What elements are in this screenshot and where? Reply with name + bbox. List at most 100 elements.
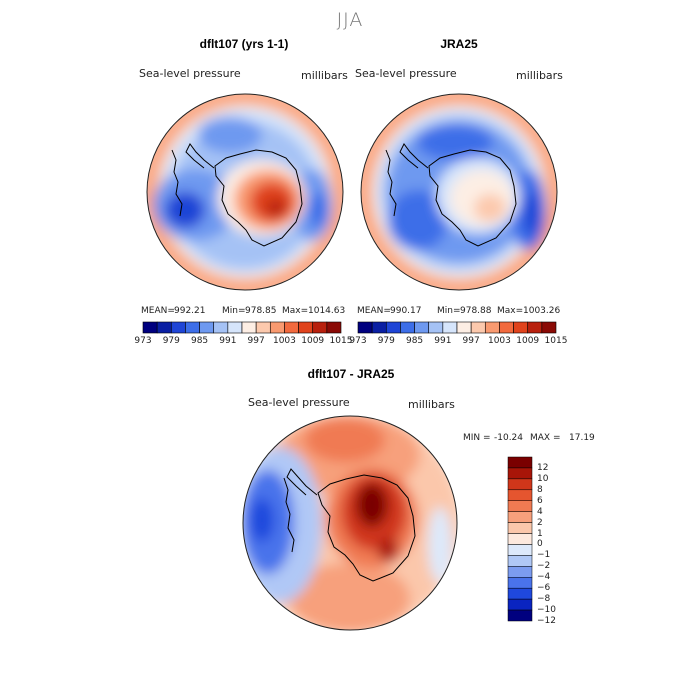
colorbar-tick-label: 1009: [301, 336, 325, 346]
colorbar-swatch: [185, 321, 200, 334]
colorbar-swatch: [527, 321, 543, 334]
colorbar-swatch: [284, 321, 299, 334]
colorbar-swatch: [371, 321, 387, 334]
colorbar-tick-label: −6: [537, 583, 551, 594]
units-label-difference: millibars: [408, 398, 455, 411]
colorbar-swatch: [507, 544, 533, 556]
field-low-north: [417, 124, 493, 160]
colorbar-tick-label: 991: [434, 336, 452, 346]
colorbar-swatch: [507, 598, 533, 611]
colorbar-swatch: [170, 321, 186, 334]
colorbar-tick-label: −1: [537, 550, 551, 561]
min-label: Min=: [222, 306, 246, 316]
colorbar-tick-label: −2: [537, 561, 551, 572]
colorbar-swatch: [507, 566, 533, 578]
field-north-pos-core: [305, 418, 385, 462]
field-continent-max: [356, 483, 388, 527]
antarctica-coastline: [428, 149, 517, 247]
field-high-max: [266, 199, 286, 217]
south-america-coast: [385, 149, 397, 217]
field-low-west: [388, 190, 448, 250]
colorbar-tick-label: −8: [537, 594, 551, 605]
colorbar-swatch: [442, 321, 458, 334]
colorbar-tick-label: −10: [537, 605, 556, 616]
colorbar-tick-label: 979: [377, 336, 395, 346]
colorbar-tick-label: 985: [190, 336, 209, 346]
min-label: MIN =: [463, 433, 491, 443]
colorbar-swatch: [357, 321, 373, 334]
colorbar-tick-label: −4: [537, 572, 551, 583]
colorbar-swatch: [199, 321, 215, 334]
colorbar-swatch: [507, 467, 533, 480]
south-america-coast: [283, 477, 295, 553]
map-panel-jra25: [360, 93, 558, 291]
colorbar-jra25: [357, 321, 557, 334]
mean-value: 990.17: [390, 306, 422, 316]
figure-title: JJA: [336, 9, 364, 31]
colorbar-tick-label: 1: [537, 528, 543, 539]
colorbar-tick-label: −12: [537, 616, 556, 626]
colorbar-swatch: [156, 321, 172, 334]
colorbar-swatch: [507, 609, 533, 622]
colorbar-swatch: [456, 321, 472, 334]
field-continent-max-2: [378, 538, 398, 562]
field-west-neg-core: [250, 498, 274, 542]
colorbar-tick-label: 1003: [272, 336, 296, 346]
antarctica-coastline: [317, 474, 416, 582]
colorbar-tick-label: 1009: [516, 336, 540, 346]
min-value: 978.85: [245, 306, 277, 316]
colorbar-tick-label: 6: [537, 495, 543, 506]
colorbar-tick-label: 997: [247, 336, 265, 346]
colorbar-swatch: [470, 321, 486, 334]
map-panel-difference: [242, 415, 458, 631]
colorbar-swatch: [241, 321, 257, 334]
field-low-east-core: [524, 192, 540, 236]
colorbar-swatch: [142, 321, 158, 334]
max-label: Max=: [282, 306, 309, 316]
field-label-difference: Sea-level pressure: [248, 396, 350, 409]
colorbar-swatch: [513, 321, 529, 334]
panel-title-difference: dflt107 - JRA25: [307, 367, 395, 381]
units-label-dflt107: millibars: [301, 69, 348, 82]
antarctic-peninsula: [185, 143, 215, 169]
colorbar-tick-label: 2: [537, 517, 543, 528]
field-low-west-core: [165, 192, 205, 228]
colorbar-tick-label: 8: [537, 484, 543, 495]
field-label-dflt107: Sea-level pressure: [139, 67, 241, 80]
colorbar-tick-label: 12: [537, 462, 549, 473]
south-america-coast: [171, 149, 183, 217]
antarctica-coastline: [214, 149, 303, 247]
min-value: 978.88: [460, 306, 492, 316]
map-border: [242, 415, 458, 631]
colorbar-tick-label: 997: [462, 336, 480, 346]
map-border: [360, 93, 558, 291]
colorbar-tick-label: 985: [405, 336, 424, 346]
field-label-jra25: Sea-level pressure: [355, 67, 457, 80]
colorbar-tick-label: 4: [537, 506, 543, 517]
colorbar-tick-label: 979: [162, 336, 180, 346]
colorbar-swatch: [414, 321, 430, 334]
colorbar-swatch: [507, 555, 533, 567]
antarctic-peninsula: [286, 468, 318, 496]
field-south-pos: [290, 563, 410, 630]
colorbar-swatch: [326, 321, 342, 334]
colorbar-difference: [507, 456, 533, 622]
colorbar-tick-label: 973: [349, 336, 367, 346]
mean-value: 992.21: [174, 306, 206, 316]
colorbar-swatch: [507, 533, 533, 545]
colorbar-swatch: [298, 321, 314, 334]
panel-title-dflt107: dflt107 (yrs 1-1): [199, 37, 289, 51]
map-border: [146, 93, 344, 291]
colorbar-swatch: [507, 478, 533, 491]
colorbar-swatch: [507, 577, 533, 589]
colorbar-swatch: [507, 587, 533, 600]
min-value: -10.24: [494, 433, 524, 443]
mean-label: MEAN=: [357, 306, 391, 316]
colorbar-tick-label: 1015: [544, 336, 568, 346]
colorbar-swatch: [255, 321, 271, 334]
mean-label: MEAN=: [141, 306, 175, 316]
max-value: 17.19: [569, 433, 595, 443]
colorbar-swatch: [507, 522, 533, 534]
map-panel-dflt107: [146, 93, 344, 291]
max-value: 1014.63: [308, 306, 346, 316]
